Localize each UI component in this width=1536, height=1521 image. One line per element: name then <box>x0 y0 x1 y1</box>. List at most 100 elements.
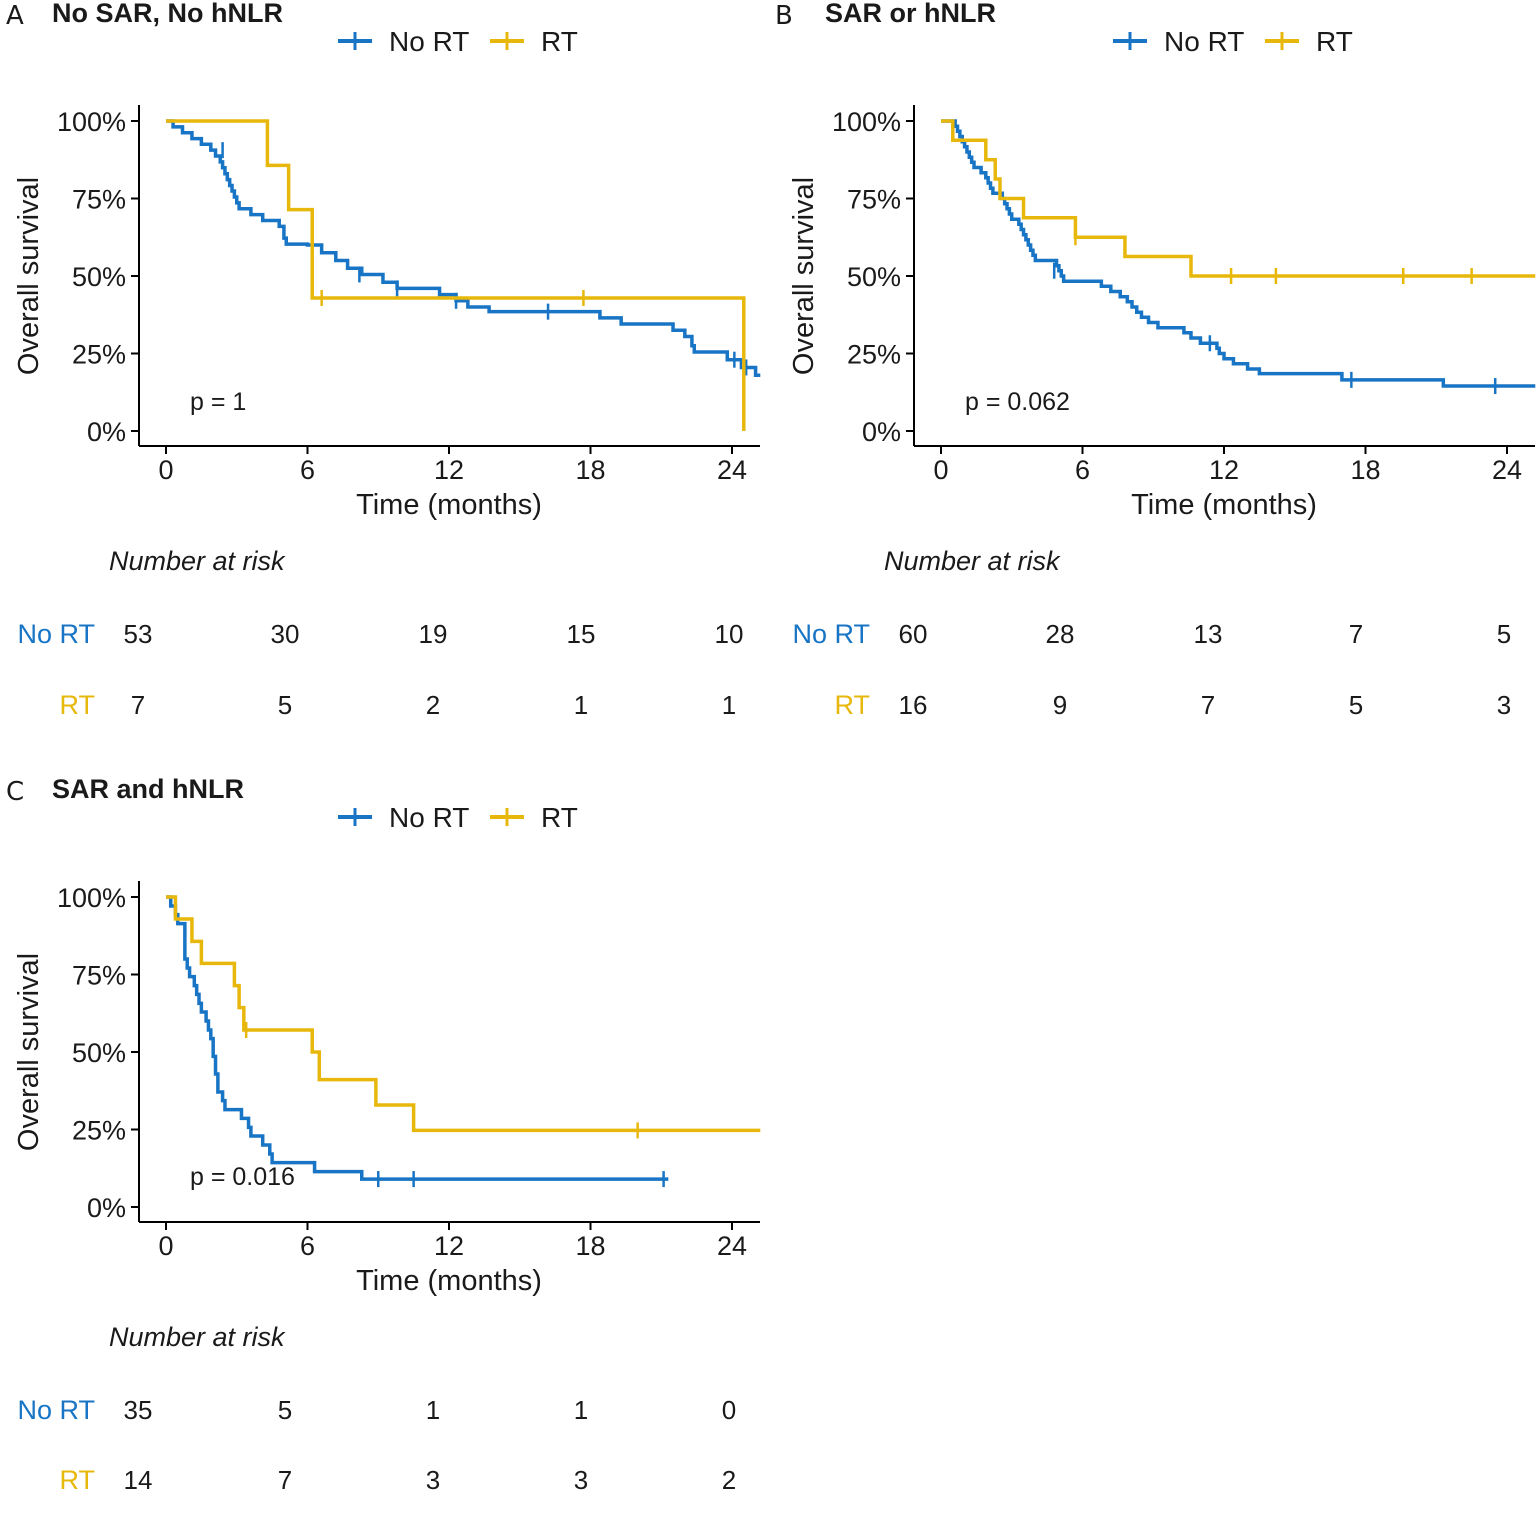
legend: No RT RT <box>338 802 578 833</box>
plot-area: 0% 25% 50% 75% 100% 0 6 12 18 24 <box>832 105 1536 485</box>
panel-letter: C <box>6 777 24 807</box>
risk-table: No RT RT 60 28 13 7 5 16 9 7 5 3 <box>792 619 1511 720</box>
km-panel-c: C SAR and hNLR No RT RT 0% 25% 50% 75% 100% 0… <box>0 774 768 1521</box>
survival-curve-no-rt <box>166 119 761 377</box>
y-axis-title: Overall survival <box>13 177 45 375</box>
risk-count: 7 <box>1349 619 1363 649</box>
y-tick-label: 100% <box>57 107 126 137</box>
survival-curve-rt <box>166 895 761 1133</box>
y-tick-label: 50% <box>72 1038 126 1068</box>
risk-count: 1 <box>574 1395 588 1425</box>
risk-count: 1 <box>426 1395 440 1425</box>
risk-count: 14 <box>124 1465 153 1495</box>
plot-area: 0% 25% 50% 75% 100% 0 6 12 18 24 <box>57 881 761 1261</box>
p-value: p = 0.016 <box>190 1163 295 1191</box>
y-tick-label: 50% <box>72 262 126 292</box>
y-axis-title: Overall survival <box>788 177 820 375</box>
risk-row-label-rt: RT <box>834 690 870 720</box>
risk-count: 10 <box>715 619 744 649</box>
risk-count: 5 <box>1349 690 1363 720</box>
risk-count: 5 <box>278 690 292 720</box>
y-tick-label: 25% <box>847 340 901 370</box>
risk-count: 9 <box>1053 690 1067 720</box>
legend-label-rt: RT <box>541 26 578 57</box>
x-tick-label: 0 <box>158 1231 173 1261</box>
risk-row-label-no-rt: No RT <box>17 1395 95 1425</box>
risk-count: 0 <box>722 1395 736 1425</box>
x-tick-label: 18 <box>575 455 605 485</box>
chart-title: No SAR, No hNLR <box>52 0 283 28</box>
legend-label-no-rt: No RT <box>389 802 469 833</box>
panel-letter: B <box>775 1 793 31</box>
risk-count: 16 <box>899 690 928 720</box>
y-tick-label: 25% <box>72 340 126 370</box>
legend-label-rt: RT <box>1316 26 1353 57</box>
x-tick-label: 6 <box>300 455 315 485</box>
km-panel-b: B SAR or hNLR No RT RT 0% 25% 50% 75% 100% 0 6… <box>775 0 1536 745</box>
risk-table: No RT RT 53 30 19 15 10 7 5 2 1 1 <box>17 619 743 720</box>
risk-table: No RT RT 35 5 1 1 0 14 7 3 3 2 <box>17 1395 736 1495</box>
survival-curve-rt <box>166 119 746 431</box>
risk-count: 1 <box>574 690 588 720</box>
y-tick-label: 75% <box>847 185 901 215</box>
legend: No RT RT <box>338 26 578 57</box>
y-tick-label: 100% <box>832 107 901 137</box>
risk-count: 19 <box>419 619 448 649</box>
x-tick-label: 6 <box>300 1231 315 1261</box>
risk-count: 1 <box>722 690 736 720</box>
risk-count: 53 <box>124 619 153 649</box>
y-tick-label: 25% <box>72 1116 126 1146</box>
y-tick-label: 0% <box>87 417 126 447</box>
x-tick-label: 12 <box>434 1231 464 1261</box>
y-tick-label: 75% <box>72 961 126 991</box>
risk-count: 5 <box>1497 619 1511 649</box>
risk-count: 28 <box>1046 619 1075 649</box>
risk-row-label-rt: RT <box>59 690 95 720</box>
y-tick-label: 75% <box>72 185 126 215</box>
km-chart-b: B SAR or hNLR No RT RT 0% 25% 50% 75% 100% 0 6… <box>775 0 1536 720</box>
x-tick-label: 18 <box>575 1231 605 1261</box>
risk-count: 2 <box>722 1465 736 1495</box>
risk-count: 35 <box>124 1395 153 1425</box>
km-panel-a: A No SAR, No hNLR No RT RT 0% 25% 50% 75% 10… <box>0 0 768 745</box>
legend-label-no-rt: No RT <box>1164 26 1244 57</box>
x-tick-label: 0 <box>933 455 948 485</box>
risk-table-title: Number at risk <box>109 1322 286 1352</box>
risk-count: 15 <box>567 619 596 649</box>
risk-table-title: Number at risk <box>884 546 1061 576</box>
risk-count: 3 <box>574 1465 588 1495</box>
plot-area: 0% 25% 50% 75% 100% 0 6 12 18 24 <box>57 105 761 485</box>
chart-title: SAR or hNLR <box>825 0 996 28</box>
risk-count: 5 <box>278 1395 292 1425</box>
x-tick-label: 24 <box>717 1231 747 1261</box>
legend-label-rt: RT <box>541 802 578 833</box>
risk-count: 2 <box>426 690 440 720</box>
survival-curve-no-rt <box>166 895 669 1181</box>
risk-row-label-no-rt: No RT <box>17 619 95 649</box>
panel-letter: A <box>6 1 24 31</box>
x-axis-title: Time (months) <box>356 1265 542 1297</box>
risk-row-label-no-rt: No RT <box>792 619 870 649</box>
risk-count: 7 <box>278 1465 292 1495</box>
y-axis-title: Overall survival <box>13 953 45 1151</box>
risk-count: 60 <box>899 619 928 649</box>
risk-count: 7 <box>131 690 145 720</box>
survival-curve-no-rt <box>941 119 1536 388</box>
risk-count: 7 <box>1201 690 1215 720</box>
x-tick-label: 6 <box>1075 455 1090 485</box>
y-tick-label: 0% <box>862 417 901 447</box>
risk-count: 30 <box>271 619 300 649</box>
y-tick-label: 50% <box>847 262 901 292</box>
km-chart-a: A No SAR, No hNLR No RT RT 0% 25% 50% 75% 10… <box>6 0 761 720</box>
x-axis-title: Time (months) <box>1131 489 1317 521</box>
risk-row-label-rt: RT <box>59 1465 95 1495</box>
x-tick-label: 24 <box>717 455 747 485</box>
risk-count: 3 <box>1497 690 1511 720</box>
y-tick-label: 0% <box>87 1193 126 1223</box>
x-tick-label: 12 <box>1209 455 1239 485</box>
survival-curve-rt <box>941 119 1536 278</box>
x-tick-label: 12 <box>434 455 464 485</box>
p-value: p = 1 <box>190 388 246 416</box>
legend: No RT RT <box>1113 26 1353 57</box>
x-tick-label: 24 <box>1492 455 1522 485</box>
